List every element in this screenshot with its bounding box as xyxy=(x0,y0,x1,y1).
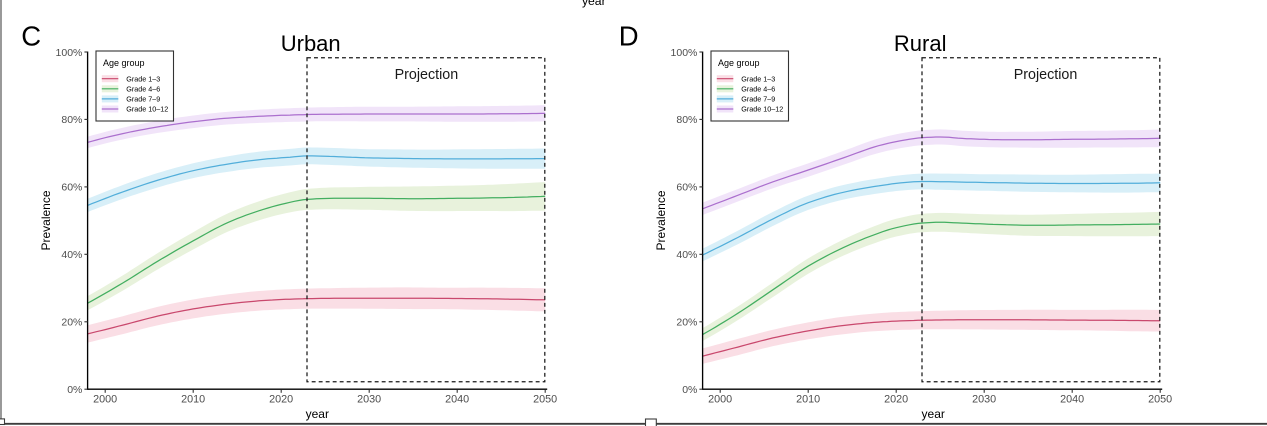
svg-text:100%: 100% xyxy=(56,47,83,59)
svg-text:2040: 2040 xyxy=(1060,394,1084,406)
svg-text:Age group: Age group xyxy=(718,58,760,68)
svg-text:Rural: Rural xyxy=(894,31,947,56)
svg-text:Grade 4–6: Grade 4–6 xyxy=(741,85,775,94)
svg-text:2050: 2050 xyxy=(533,394,557,406)
svg-text:2040: 2040 xyxy=(445,394,469,406)
svg-text:Grade 7–9: Grade 7–9 xyxy=(126,95,160,104)
svg-text:0%: 0% xyxy=(682,384,697,396)
svg-text:Grade 1–3: Grade 1–3 xyxy=(741,74,775,83)
svg-text:Urban: Urban xyxy=(281,31,341,56)
svg-text:2010: 2010 xyxy=(796,394,820,406)
svg-text:Grade 10–12: Grade 10–12 xyxy=(741,105,783,114)
svg-text:Projection: Projection xyxy=(1014,67,1078,83)
svg-text:60%: 60% xyxy=(61,182,82,194)
svg-text:D: D xyxy=(619,21,639,52)
svg-text:Prevalence: Prevalence xyxy=(39,190,53,250)
svg-text:80%: 80% xyxy=(676,114,697,126)
svg-text:C: C xyxy=(21,21,41,52)
svg-text:80%: 80% xyxy=(61,114,82,126)
svg-text:Prevalence: Prevalence xyxy=(654,190,668,250)
svg-text:Grade 1–3: Grade 1–3 xyxy=(126,74,160,83)
svg-text:year: year xyxy=(582,0,606,8)
svg-text:100%: 100% xyxy=(671,47,698,59)
svg-text:2030: 2030 xyxy=(972,394,996,406)
svg-text:2020: 2020 xyxy=(884,394,908,406)
svg-text:40%: 40% xyxy=(61,249,82,261)
svg-text:20%: 20% xyxy=(676,317,697,329)
svg-text:0%: 0% xyxy=(67,384,82,396)
svg-text:Age group: Age group xyxy=(103,58,145,68)
svg-text:20%: 20% xyxy=(61,317,82,329)
svg-text:2010: 2010 xyxy=(181,394,205,406)
svg-text:Grade 10–12: Grade 10–12 xyxy=(126,105,168,114)
svg-text:40%: 40% xyxy=(676,249,697,261)
svg-text:year: year xyxy=(922,407,945,421)
svg-text:60%: 60% xyxy=(676,182,697,194)
svg-text:Grade 7–9: Grade 7–9 xyxy=(741,95,775,104)
svg-text:2030: 2030 xyxy=(357,394,381,406)
svg-text:2000: 2000 xyxy=(708,394,732,406)
svg-text:2050: 2050 xyxy=(1148,394,1172,406)
svg-text:Projection: Projection xyxy=(395,67,459,83)
svg-text:year: year xyxy=(306,407,329,421)
svg-text:2020: 2020 xyxy=(269,394,293,406)
svg-text:2000: 2000 xyxy=(93,394,117,406)
svg-text:Grade 4–6: Grade 4–6 xyxy=(126,85,160,94)
